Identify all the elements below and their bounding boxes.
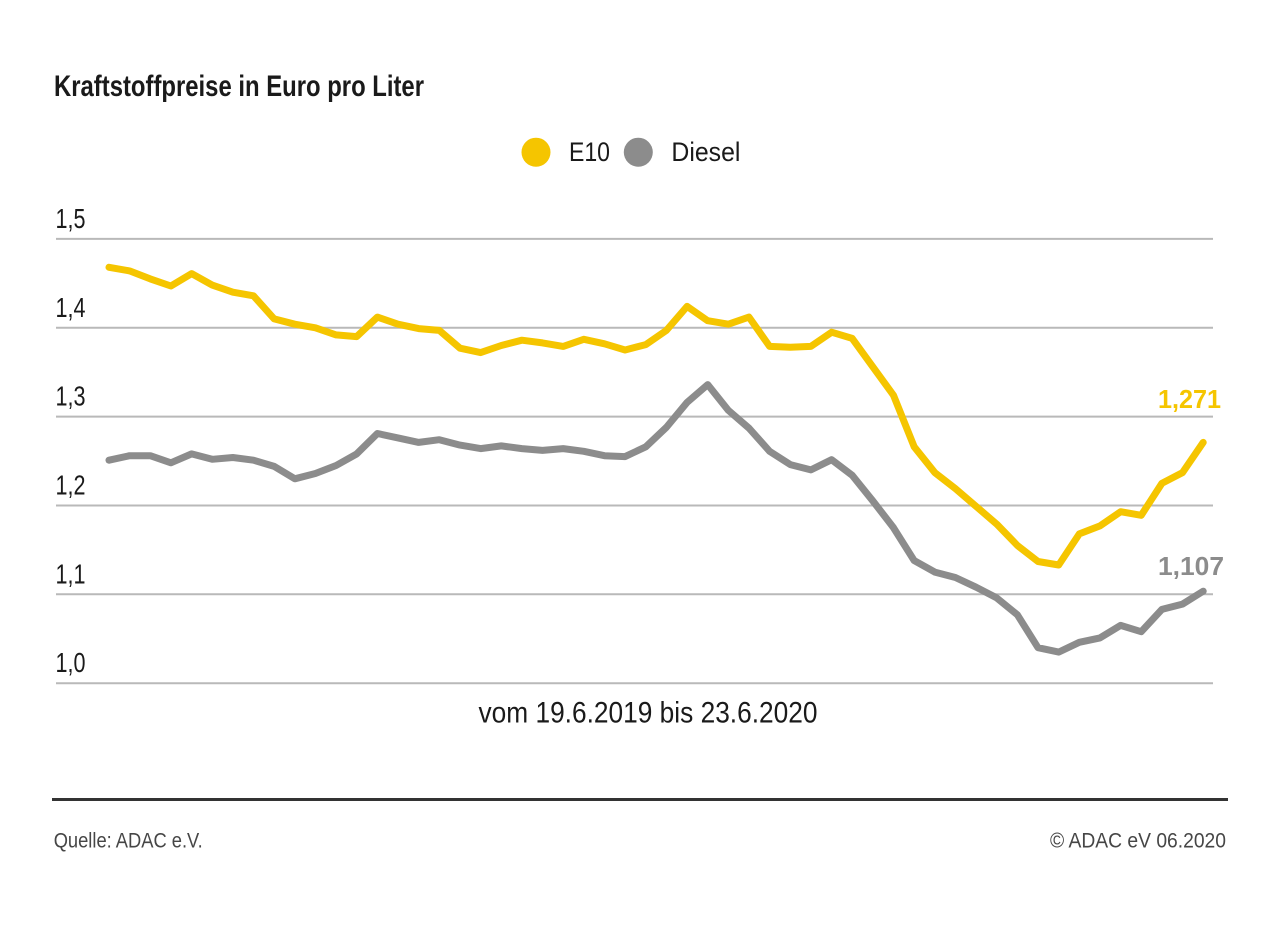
svg-text:vom 19.6.2019 bis 23.6.2020: vom 19.6.2019 bis 23.6.2020 — [479, 697, 818, 730]
svg-text:1,4: 1,4 — [56, 292, 86, 323]
svg-text:1,1: 1,1 — [56, 558, 86, 589]
svg-text:1,2: 1,2 — [56, 470, 86, 501]
svg-text:Quelle: ADAC e.V.: Quelle: ADAC e.V. — [54, 830, 203, 853]
svg-text:1,271: 1,271 — [1158, 384, 1221, 414]
svg-text:Diesel: Diesel — [671, 137, 740, 167]
svg-text:E10: E10 — [569, 137, 610, 167]
svg-text:1,107: 1,107 — [1158, 551, 1224, 581]
svg-text:1,3: 1,3 — [56, 381, 86, 412]
svg-text:1,5: 1,5 — [56, 203, 86, 234]
svg-text:© ADAC eV 06.2020: © ADAC eV 06.2020 — [1050, 830, 1226, 853]
svg-text:1,0: 1,0 — [56, 647, 86, 678]
svg-text:Kraftstoffpreise in Euro pro L: Kraftstoffpreise in Euro pro Liter — [54, 70, 424, 103]
